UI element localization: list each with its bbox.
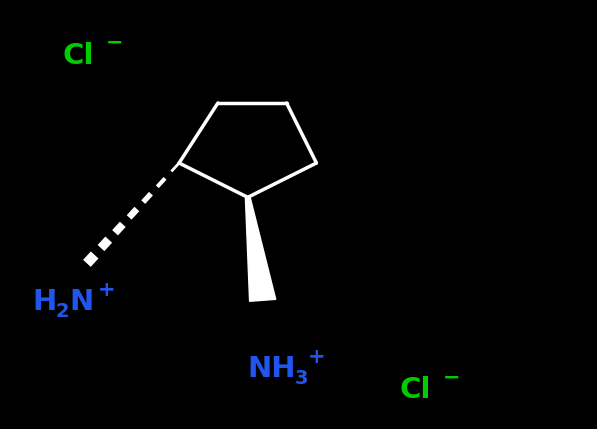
Text: Cl: Cl [400, 376, 432, 405]
Text: N: N [70, 288, 94, 317]
Text: −: − [443, 368, 460, 387]
Text: 2: 2 [56, 302, 69, 321]
Polygon shape [245, 197, 276, 301]
Text: NH: NH [248, 355, 296, 383]
Text: −: − [106, 33, 123, 53]
Text: H: H [33, 288, 57, 317]
Text: +: + [97, 281, 115, 300]
Text: Cl: Cl [63, 42, 94, 70]
Text: 3: 3 [294, 369, 308, 388]
Text: +: + [307, 347, 325, 367]
